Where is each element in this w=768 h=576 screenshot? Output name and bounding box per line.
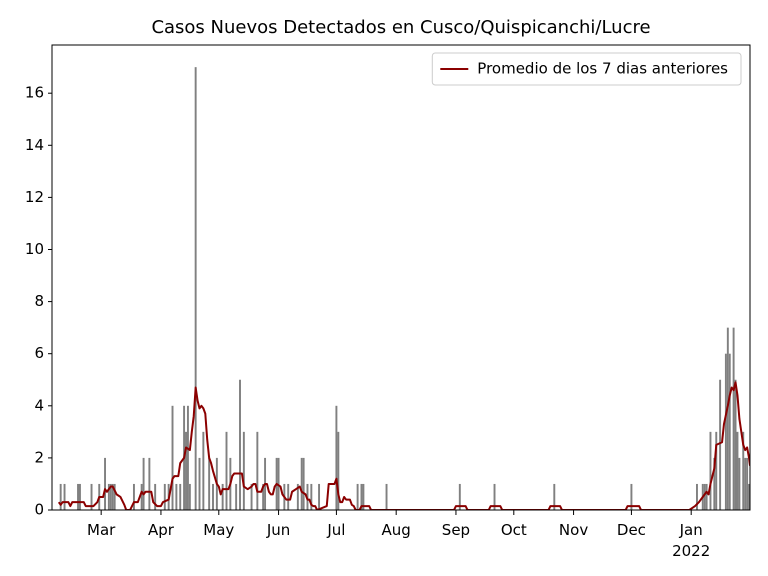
bar: [113, 483, 116, 510]
y-tick-label: 6: [34, 344, 44, 362]
bar: [63, 483, 66, 510]
bar: [132, 483, 135, 510]
y-tick-label: 0: [34, 501, 44, 519]
y-tick-label: 8: [34, 292, 44, 310]
bar: [744, 457, 747, 510]
bar: [715, 431, 718, 510]
bar: [188, 483, 191, 510]
bar: [713, 457, 716, 510]
y-tick-label: 10: [25, 240, 44, 258]
bar: [242, 431, 245, 510]
bar: [742, 431, 745, 510]
x-tick-label: Apr: [148, 521, 175, 539]
legend: Promedio de los 7 dias anteriores: [431, 52, 742, 86]
bar: [302, 457, 305, 510]
bar: [738, 457, 741, 510]
legend-box: [431, 52, 742, 86]
y-tick-label: 16: [25, 84, 44, 102]
bar: [719, 379, 722, 510]
bar: [179, 483, 182, 510]
y-tick-label: 12: [25, 188, 44, 206]
bar: [696, 483, 698, 510]
bar: [225, 431, 228, 510]
bar: [235, 483, 238, 510]
x-tick-label: Mar: [87, 521, 116, 539]
bar: [300, 457, 303, 510]
bar: [703, 483, 706, 510]
bar: [262, 483, 265, 510]
bar: [250, 483, 253, 510]
bar: [310, 483, 313, 510]
legend-label: Promedio de los 7 dias anteriores: [477, 60, 728, 78]
bar: [728, 353, 731, 510]
plot-frame: [51, 44, 751, 511]
bar: [385, 483, 388, 510]
bar: [212, 483, 214, 510]
bar: [221, 483, 224, 510]
bar: [736, 431, 739, 510]
bar: [362, 483, 365, 510]
bar: [175, 483, 178, 510]
bar: [198, 457, 201, 510]
bar: [630, 483, 633, 510]
moving-average-line: [57, 381, 750, 510]
x-tick-label: Jul: [326, 521, 345, 539]
bar: [553, 483, 556, 510]
x-tick-label: Dec: [617, 521, 646, 539]
bar: [726, 327, 729, 510]
bar: [148, 457, 151, 510]
bar: [277, 457, 280, 510]
bar: [111, 483, 114, 510]
x-tick-label: Nov: [559, 521, 588, 539]
bar: [154, 483, 157, 510]
bar: [77, 483, 79, 510]
bar: [256, 431, 259, 510]
bar: [186, 405, 189, 510]
bar: [163, 483, 166, 510]
x-tick-label: Sep: [442, 521, 470, 539]
bar: [458, 483, 461, 510]
bar: [287, 483, 290, 510]
bar: [78, 483, 81, 510]
bar: [705, 483, 708, 510]
bar: [202, 431, 205, 510]
bar: [171, 405, 174, 510]
bar: [360, 483, 363, 510]
bar: [185, 431, 187, 510]
bar: [709, 431, 712, 510]
bar: [107, 483, 110, 510]
bar: [296, 483, 299, 510]
x-tick-label: Oct: [501, 521, 527, 539]
bar: [493, 483, 496, 510]
bar: [734, 379, 737, 510]
x-tick-label: Jun: [266, 521, 290, 539]
y-tick-label: 4: [34, 396, 44, 414]
bar: [239, 379, 241, 510]
bar: [59, 483, 62, 510]
bar: [356, 483, 359, 510]
bar: [746, 457, 749, 510]
bar: [318, 483, 321, 510]
x-tick-label: May: [203, 521, 234, 539]
chart-title: Casos Nuevos Detectados en Cusco/Quispic…: [151, 17, 650, 38]
bar: [732, 327, 735, 510]
bar: [109, 483, 112, 510]
y-tick-label: 14: [25, 136, 44, 154]
bar: [337, 431, 340, 510]
x-tick-label: Jan 2022: [672, 521, 710, 560]
bar: [724, 353, 727, 510]
bar: [140, 483, 143, 510]
bar: [194, 67, 197, 510]
bar: [335, 405, 338, 510]
bar: [104, 457, 106, 510]
bar: [748, 483, 750, 510]
bar: [142, 457, 145, 510]
bar: [90, 483, 93, 510]
y-tick-label: 2: [34, 448, 44, 466]
x-tick-label: Aug: [382, 521, 411, 539]
bar: [208, 457, 211, 510]
